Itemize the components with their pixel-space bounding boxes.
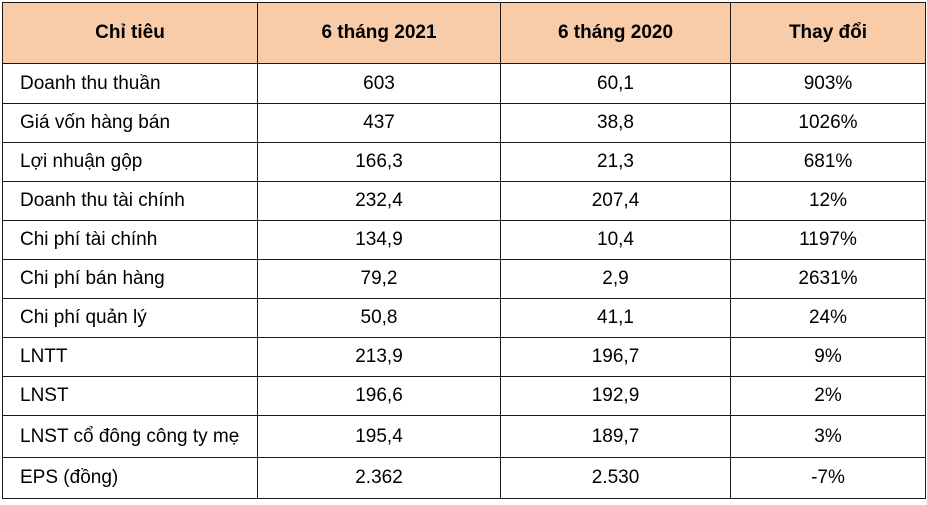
row-label: Chi phí tài chính: [2, 220, 258, 260]
table-row: LNST cổ đông công ty mẹ 195,4 189,7 3%: [2, 415, 926, 458]
table-row: Chi phí bán hàng 79,2 2,9 2631%: [2, 259, 926, 299]
row-label: LNST cổ đông công ty mẹ: [2, 415, 258, 458]
row-label: Chi phí bán hàng: [2, 259, 258, 299]
value-2020: 207,4: [500, 181, 731, 221]
value-2021: 166,3: [257, 142, 501, 182]
table-row: Chi phí tài chính 134,9 10,4 1197%: [2, 220, 926, 260]
value-2020: 192,9: [500, 376, 731, 416]
value-change: 1197%: [730, 220, 926, 260]
value-change: 2631%: [730, 259, 926, 299]
value-2020: 38,8: [500, 103, 731, 143]
value-change: 2%: [730, 376, 926, 416]
table-row: Chi phí quản lý 50,8 41,1 24%: [2, 298, 926, 338]
value-2020: 2,9: [500, 259, 731, 299]
table-row: LNTT 213,9 196,7 9%: [2, 337, 926, 377]
row-label: EPS (đồng): [2, 457, 258, 499]
header-6m-2021: 6 tháng 2021: [257, 2, 501, 64]
value-change: 903%: [730, 63, 926, 104]
value-change: 1026%: [730, 103, 926, 143]
value-2020: 41,1: [500, 298, 731, 338]
value-2021: 603: [257, 63, 501, 104]
header-indicator: Chỉ tiêu: [2, 2, 258, 64]
value-2020: 2.530: [500, 457, 731, 499]
value-2020: 60,1: [500, 63, 731, 104]
value-2021: 196,6: [257, 376, 501, 416]
table-row: Giá vốn hàng bán 437 38,8 1026%: [2, 103, 926, 143]
value-2021: 213,9: [257, 337, 501, 377]
header-change: Thay đổi: [730, 2, 926, 64]
row-label: Doanh thu tài chính: [2, 181, 258, 221]
row-label: Chi phí quản lý: [2, 298, 258, 338]
table-row: Lợi nhuận gộp 166,3 21,3 681%: [2, 142, 926, 182]
value-2021: 134,9: [257, 220, 501, 260]
value-change: 681%: [730, 142, 926, 182]
header-row: Chỉ tiêu 6 tháng 2021 6 tháng 2020 Thay …: [2, 2, 926, 64]
row-label: Lợi nhuận gộp: [2, 142, 258, 182]
value-2020: 10,4: [500, 220, 731, 260]
value-2020: 189,7: [500, 415, 731, 458]
value-2020: 196,7: [500, 337, 731, 377]
value-2021: 2.362: [257, 457, 501, 499]
value-2021: 79,2: [257, 259, 501, 299]
value-change: -7%: [730, 457, 926, 499]
value-2021: 232,4: [257, 181, 501, 221]
row-label: Doanh thu thuần: [2, 63, 258, 104]
row-label: LNTT: [2, 337, 258, 377]
row-label: Giá vốn hàng bán: [2, 103, 258, 143]
table-row: EPS (đồng) 2.362 2.530 -7%: [2, 457, 926, 499]
header-6m-2020: 6 tháng 2020: [500, 2, 731, 64]
table-row: Doanh thu tài chính 232,4 207,4 12%: [2, 181, 926, 221]
value-2021: 195,4: [257, 415, 501, 458]
value-change: 12%: [730, 181, 926, 221]
value-change: 3%: [730, 415, 926, 458]
value-change: 9%: [730, 337, 926, 377]
table-row: Doanh thu thuần 603 60,1 903%: [2, 63, 926, 104]
value-2021: 50,8: [257, 298, 501, 338]
value-2020: 21,3: [500, 142, 731, 182]
row-label: LNST: [2, 376, 258, 416]
value-change: 24%: [730, 298, 926, 338]
value-2021: 437: [257, 103, 501, 143]
table-row: LNST 196,6 192,9 2%: [2, 376, 926, 416]
